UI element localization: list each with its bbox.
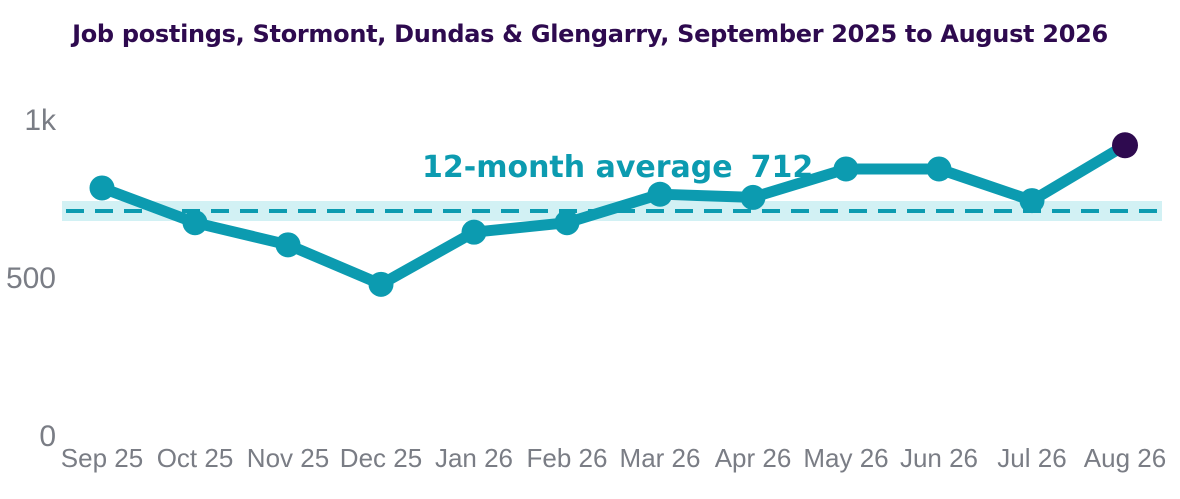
data-point — [833, 156, 859, 182]
data-point — [182, 210, 208, 236]
data-point — [1019, 188, 1045, 214]
y-tick-label: 1k — [24, 104, 57, 137]
x-tick-label: Jul 26 — [997, 443, 1066, 473]
data-point — [740, 184, 766, 210]
x-tick-label: Aug 26 — [1084, 443, 1166, 473]
y-tick-label: 0 — [39, 420, 56, 453]
data-point — [554, 210, 580, 236]
series-line — [96, 139, 1131, 290]
data-point — [647, 181, 673, 207]
y-tick-label: 500 — [6, 262, 56, 295]
x-tick-label: Nov 25 — [247, 443, 329, 473]
data-point — [926, 156, 952, 182]
x-tick-label: Sep 25 — [61, 443, 143, 473]
x-tick-label: Apr 26 — [715, 443, 792, 473]
x-tick-label: Oct 25 — [157, 443, 234, 473]
x-axis-ticks: Sep 25 Oct 25 Nov 25 Dec 25 Jan 26 Feb 26 Mar … — [61, 443, 1166, 473]
x-tick-label: Dec 25 — [340, 443, 422, 473]
x-tick-label: Jun 26 — [900, 443, 978, 473]
data-point — [368, 271, 394, 297]
x-tick-label: Feb 26 — [527, 443, 608, 473]
data-points — [89, 132, 1138, 297]
data-point — [461, 219, 487, 245]
y-axis-ticks: 0 500 1k — [6, 104, 57, 453]
data-point — [275, 232, 301, 258]
x-tick-label: Mar 26 — [620, 443, 701, 473]
average-label-value: 712 — [751, 150, 814, 185]
x-tick-label: Jan 26 — [435, 443, 513, 473]
x-tick-label: May 26 — [803, 443, 888, 473]
data-point — [89, 175, 115, 201]
data-point-latest — [1112, 132, 1138, 159]
average-label-text: 12-month average — [422, 150, 733, 185]
chart-title: Job postings, Stormont, Dundas & Glengar… — [72, 20, 1108, 48]
average-label: 12-month average 712 — [422, 150, 813, 185]
